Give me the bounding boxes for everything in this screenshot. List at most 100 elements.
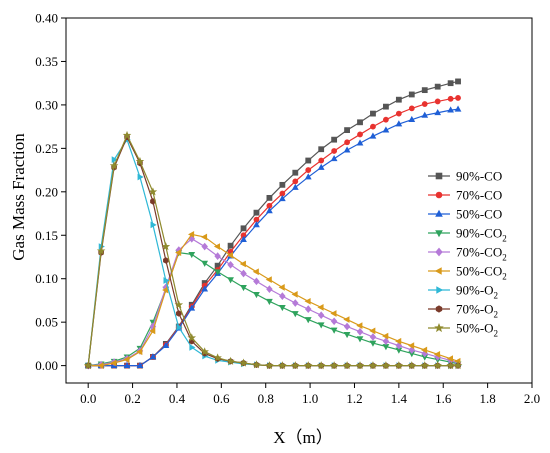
data-point (279, 292, 286, 300)
data-point (342, 361, 352, 370)
data-point (421, 111, 429, 118)
plot-frame (65, 17, 533, 384)
data-point (317, 311, 325, 320)
data-point (188, 252, 196, 259)
data-point (395, 337, 402, 345)
data-point (291, 183, 299, 190)
y-tick-label: 0.00 (35, 358, 58, 373)
legend-entry: 50%-O2 (428, 321, 498, 339)
data-point (227, 260, 234, 269)
data-point (291, 290, 298, 298)
data-point (305, 167, 312, 173)
data-point (447, 106, 454, 113)
data-point (447, 95, 454, 102)
data-point (252, 268, 259, 276)
data-point (317, 322, 325, 329)
data-point (278, 195, 286, 202)
data-point (239, 358, 248, 367)
legend-label: 50%-CO2 (456, 264, 507, 282)
data-point (329, 361, 339, 370)
data-point (383, 116, 389, 123)
data-point (343, 146, 351, 153)
data-point (433, 361, 442, 370)
data-point (330, 310, 337, 317)
data-point (370, 123, 376, 130)
data-point (408, 91, 415, 98)
data-point (278, 305, 286, 312)
data-point (291, 311, 299, 318)
x-tick-label: 0.4 (169, 391, 186, 406)
data-point (394, 361, 404, 370)
data-point (96, 246, 106, 255)
x-tick-label: 0.6 (213, 391, 230, 406)
data-point (318, 157, 325, 164)
legend-entry: 70%-O2 (428, 302, 498, 320)
series-50%-CO2 (84, 231, 461, 369)
data-point (369, 333, 377, 341)
data-point (240, 225, 247, 232)
data-point (136, 348, 143, 356)
data-point (434, 108, 442, 116)
data-point (150, 221, 157, 229)
data-point (279, 181, 286, 188)
data-point (266, 194, 273, 201)
data-point (253, 221, 260, 228)
legend-entry: 70%-CO (428, 188, 502, 203)
data-point (136, 361, 144, 368)
data-point (408, 105, 415, 112)
series-layer (83, 78, 463, 370)
y-tick-label: 0.15 (35, 228, 58, 243)
legend-label-subscript: 2 (502, 272, 507, 282)
series-line (88, 251, 459, 367)
data-point (240, 269, 247, 278)
data-point (304, 317, 312, 324)
legend-marker (434, 267, 442, 275)
data-point (201, 260, 209, 267)
data-point (330, 317, 338, 326)
legend-label-main: 90%-O (456, 283, 494, 298)
legend-label: 50%-CO (456, 207, 502, 222)
series-line (87, 133, 459, 367)
data-point (188, 231, 195, 238)
data-point (421, 101, 428, 107)
data-point (149, 353, 157, 360)
data-point (305, 157, 312, 164)
legend-label-main: 50%-CO (456, 207, 502, 222)
data-point (200, 347, 209, 356)
data-point (188, 304, 196, 311)
data-point (239, 260, 246, 268)
data-point (383, 103, 389, 110)
data-point (265, 361, 274, 370)
legend-label: 90%-CO (456, 169, 502, 184)
legend-label: 70%-O2 (456, 302, 498, 320)
legend-label: 90%-O2 (456, 283, 498, 301)
data-point (356, 336, 364, 343)
data-point (369, 340, 377, 347)
data-point (163, 257, 169, 264)
legend-label: 50%-O2 (456, 321, 498, 339)
legend-label: 70%-CO2 (456, 245, 507, 263)
data-point (331, 148, 338, 154)
legend-label-main: 90%-CO (456, 169, 502, 184)
y-axis-title: Gas Mass Fraction (9, 133, 28, 261)
data-point (433, 350, 441, 358)
data-point (266, 285, 273, 293)
data-point (200, 233, 208, 241)
legend: 90%-CO70%-CO50%-CO90%-CO270%-CO250%-CO29… (428, 169, 507, 339)
data-point (266, 298, 273, 306)
data-point (292, 299, 299, 307)
data-point (213, 353, 222, 362)
data-point (357, 119, 363, 126)
data-point (355, 361, 365, 370)
legend-marker (435, 209, 443, 217)
data-point (343, 322, 351, 331)
data-point (382, 126, 390, 133)
data-point (316, 361, 326, 370)
data-point (278, 284, 285, 291)
series-line (88, 108, 459, 367)
data-point (161, 242, 171, 251)
data-point (111, 156, 118, 164)
data-point (292, 169, 299, 176)
data-point (137, 173, 144, 181)
